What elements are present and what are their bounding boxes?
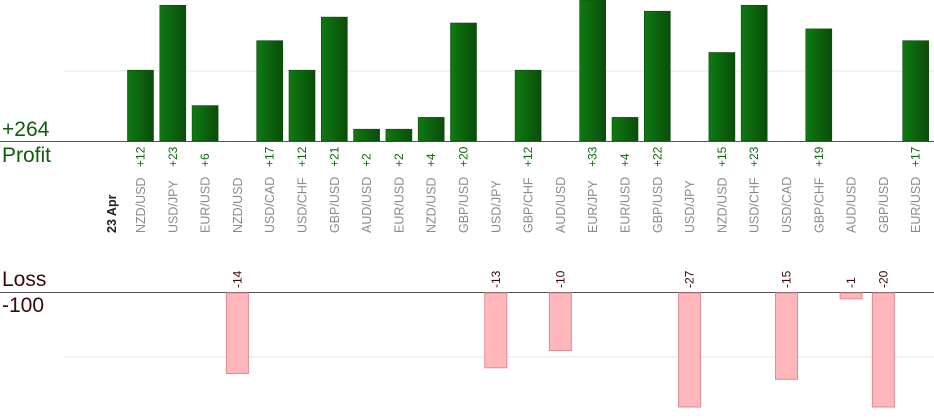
profit-value-label: +4: [618, 153, 632, 167]
profit-value-label: +12: [521, 146, 535, 167]
profit-value-label: +21: [327, 146, 341, 167]
currency-pair-label: NZD/USD: [715, 177, 729, 233]
currency-pair-label: AUD/USD: [845, 177, 859, 233]
currency-pair-label: AUD/USD: [360, 177, 374, 233]
loss-value-label: -13: [489, 270, 503, 288]
profit-bar: [191, 105, 219, 142]
currency-pair-label: GBP/USD: [651, 177, 665, 233]
currency-pair-label: USD/JPY: [489, 180, 503, 233]
currency-pair-label: USD/CAD: [263, 177, 277, 233]
profit-bar: [708, 52, 736, 142]
profit-bar: [902, 40, 930, 142]
profit-value-label: +2: [392, 153, 406, 167]
loss-value-label: -27: [683, 270, 697, 288]
loss-bar: [225, 292, 249, 374]
profit-bar: [320, 16, 348, 142]
profit-value-label: +12: [134, 146, 148, 167]
profit-bar: [740, 5, 768, 142]
profit-value-label: +19: [812, 146, 826, 167]
profit-bar: [579, 0, 607, 142]
profit-value-label: +33: [586, 146, 600, 167]
loss-value-label: -15: [780, 270, 794, 288]
profit-value-label: +17: [909, 146, 923, 167]
loss-bar: [678, 292, 702, 408]
loss-value-label: -1: [844, 277, 858, 288]
currency-pair-label: USD/CHF: [748, 177, 762, 233]
currency-pair-label: EUR/USD: [909, 177, 923, 233]
profit-bar: [417, 117, 445, 142]
profit-value-label: +15: [715, 146, 729, 167]
profit-value-label: +20: [457, 146, 471, 167]
profit-bar: [450, 22, 477, 142]
profit-value-label: +23: [747, 146, 761, 167]
loss-bar: [775, 292, 798, 380]
currency-pair-label: USD/CAD: [780, 177, 794, 233]
profit-value-label: +6: [198, 153, 212, 167]
profit-bar: [127, 69, 154, 142]
profit-bar: [288, 69, 316, 142]
currency-pair-label: NZD/USD: [231, 177, 245, 233]
currency-pair-label: USD/JPY: [683, 180, 697, 233]
profit-bar: [385, 128, 413, 142]
loss-total-label: -100: [2, 294, 45, 317]
profit-value-label: +4: [424, 153, 438, 167]
currency-pair-label: EUR/USD: [199, 177, 213, 233]
currency-pair-label: EUR/USD: [619, 177, 633, 233]
profit-section-label: Profit: [2, 144, 52, 167]
profit-value-label: +23: [166, 146, 180, 167]
currency-pair-label: GBP/USD: [877, 177, 891, 233]
currency-pair-label: AUD/USD: [554, 177, 568, 233]
currency-pair-label: NZD/USD: [425, 177, 439, 233]
loss-value-label: -20: [876, 270, 890, 288]
profit-bar: [159, 5, 187, 142]
currency-pair-label: GBP/CHF: [522, 177, 536, 233]
loss-bar: [839, 292, 863, 300]
date-label: 23 Apr: [105, 194, 119, 233]
loss-value-label: -10: [553, 270, 567, 288]
profit-value-label: +17: [263, 146, 277, 167]
currency-pair-label: GBP/USD: [457, 177, 471, 233]
loss-section-label: Loss: [2, 268, 47, 291]
profit-bar: [514, 69, 542, 142]
profit-total-label: +264: [2, 118, 50, 141]
profit-bar: [353, 128, 380, 142]
loss-bar: [548, 292, 572, 351]
currency-pair-label: EUR/USD: [392, 177, 406, 233]
profit-value-label: +22: [650, 146, 664, 167]
currency-pair-label: GBP/CHF: [812, 177, 826, 233]
profit-value-label: +12: [295, 146, 309, 167]
currency-pair-label: GBP/USD: [328, 177, 342, 233]
loss-bar: [484, 292, 508, 369]
currency-pair-label: NZD/USD: [134, 177, 148, 233]
currency-pair-label: EUR/JPY: [586, 180, 600, 233]
profit-bar: [805, 28, 833, 142]
loss-value-label: -14: [230, 270, 244, 288]
profit-bar: [611, 117, 639, 142]
currency-pair-label: USD/CHF: [296, 177, 310, 233]
profit-bar: [643, 10, 671, 142]
currency-pair-label: USD/JPY: [166, 180, 180, 233]
profit-bar: [256, 40, 284, 142]
profit-value-label: +2: [360, 153, 374, 167]
loss-bar: [871, 292, 895, 408]
